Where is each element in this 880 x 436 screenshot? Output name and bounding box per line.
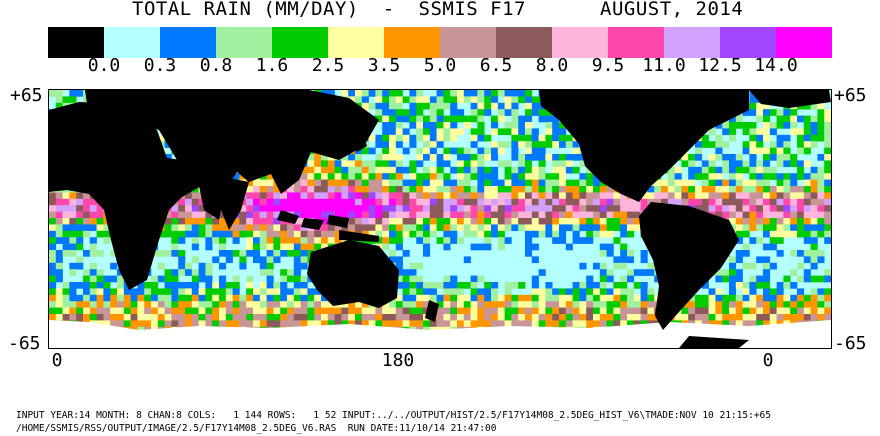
lat-label-bottom-right: -65	[834, 333, 867, 354]
legend-swatch-2	[160, 27, 216, 58]
legend-swatch-12	[720, 27, 776, 58]
legend-tick-12: 14.0	[754, 55, 798, 76]
legend-swatch-0	[48, 27, 104, 58]
legend-tick-5: 3.5	[367, 55, 401, 76]
legend-tick-8: 8.0	[535, 55, 569, 76]
legend-tick-10: 11.0	[642, 55, 686, 76]
legend-tick-labels: 0.0 0.3 0.8 1.6 2.5 3.5 5.0 6.5 8.0 9.5 11.0 12.5 14…	[48, 55, 832, 79]
lon-label-right: 0	[762, 350, 774, 371]
legend-swatch-1	[104, 27, 160, 58]
land-mass-0	[49, 102, 189, 290]
figure-title: TOTAL RAIN (MM/DAY) - SSMIS F17 AUGUST, …	[0, 0, 880, 22]
land-mass-5	[349, 126, 367, 152]
rain-map	[48, 89, 832, 349]
legend-tick-7: 6.5	[479, 55, 513, 76]
land-mass-10	[639, 202, 739, 330]
title-main: TOTAL RAIN (MM/DAY) - SSMIS F17	[132, 0, 526, 20]
lat-label-bottom-left: -65	[8, 333, 41, 354]
footer-input-line: INPUT YEAR:14 MONTH: 8 CHAN:8 COLS: 1 14…	[16, 410, 771, 421]
legend-tick-0: 0.0	[87, 55, 121, 76]
legend-tick-11: 12.5	[698, 55, 742, 76]
land-mass-8	[539, 90, 749, 202]
lat-label-top-right: +65	[834, 85, 867, 106]
no-data-region	[49, 320, 831, 348]
rain-map-grid	[49, 90, 831, 348]
lon-label-left: 0	[51, 350, 63, 371]
land-mass-3	[209, 174, 249, 230]
footer-path-line: /HOME/SSMIS/RSS/OUTPUT/IMAGE/2.5/F17Y14M…	[16, 423, 497, 434]
legend-swatch-6	[384, 27, 440, 58]
legend-swatch-5	[328, 27, 384, 58]
legend-swatch-4	[272, 27, 328, 58]
legend-swatch-7	[440, 27, 496, 58]
legend-swatch-3	[216, 27, 272, 58]
land-mass-4	[277, 210, 379, 242]
lon-label-center: 180	[381, 350, 415, 371]
land-masses	[49, 90, 831, 348]
legend-swatch-10	[608, 27, 664, 58]
legend-swatch-8	[496, 27, 552, 58]
legend-tick-3: 1.6	[255, 55, 289, 76]
land-mass-7	[425, 300, 439, 322]
color-legend	[48, 27, 832, 58]
legend-tick-1: 0.3	[143, 55, 177, 76]
legend-swatch-13	[776, 27, 832, 58]
legend-tick-6: 5.0	[423, 55, 457, 76]
land-mass-2	[157, 156, 201, 200]
legend-tick-2: 0.8	[199, 55, 233, 76]
legend-tick-4: 2.5	[311, 55, 345, 76]
lat-label-top-left: +65	[10, 85, 43, 106]
title-date: AUGUST, 2014	[600, 0, 744, 20]
land-mass-9	[749, 90, 831, 108]
legend-swatch-11	[664, 27, 720, 58]
land-mass-1	[85, 90, 379, 220]
land-mass-11	[679, 336, 749, 348]
legend-swatch-9	[552, 27, 608, 58]
land-mass-6	[307, 240, 399, 308]
legend-tick-9: 9.5	[591, 55, 625, 76]
